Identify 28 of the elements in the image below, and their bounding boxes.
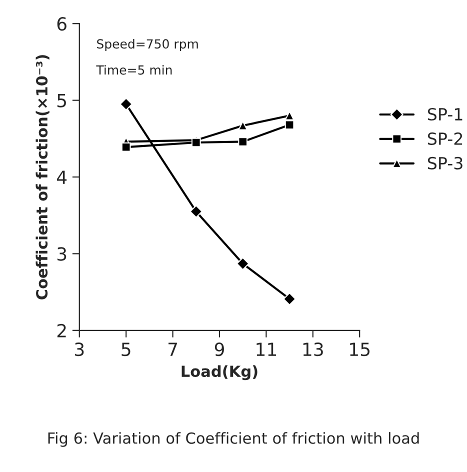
x-tick-label: 13: [303, 342, 323, 356]
legend-label: SP-2: [428, 132, 462, 146]
x-tick-label: 3: [75, 342, 84, 356]
x-tick-label: 7: [168, 342, 177, 356]
y-tick-label: 6: [57, 17, 66, 31]
legend-label: SP-3: [428, 156, 462, 170]
x-tick-label: 15: [350, 342, 370, 356]
point: [191, 138, 201, 148]
point: [238, 137, 248, 146]
y-tick-label: 5: [57, 94, 66, 108]
x-axis-title: Load(Kg): [182, 365, 258, 380]
point: [120, 98, 133, 111]
point: [236, 257, 250, 270]
y-tick-label: 2: [57, 324, 66, 338]
y-tick-label: 3: [57, 247, 66, 261]
annotation: Time=5 min: [96, 65, 172, 75]
point: [190, 205, 203, 218]
x-tick-label: 11: [256, 342, 276, 356]
x-tick-label: 9: [214, 342, 224, 356]
point: [284, 120, 294, 130]
y-axis-title: Coefficient of friction(×10⁻³): [36, 55, 50, 300]
point: [283, 292, 296, 306]
y-tick-label: 4: [56, 170, 67, 184]
annotation: Speed=750 rpm: [97, 38, 198, 52]
caption: Fig 6: Variation of Coefficient of friction with load: [48, 432, 419, 447]
legend-label: SP-1: [428, 108, 462, 121]
x-tick-label: 5: [122, 342, 130, 356]
point: [121, 142, 131, 152]
